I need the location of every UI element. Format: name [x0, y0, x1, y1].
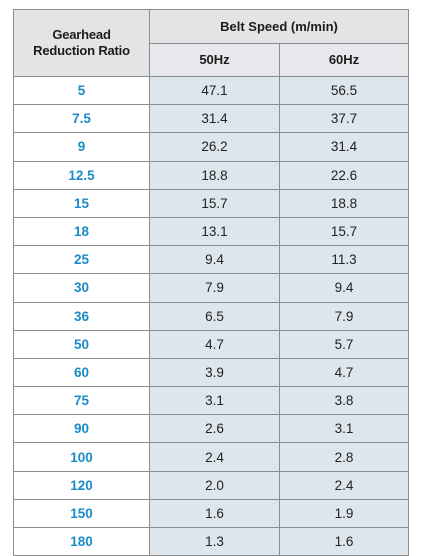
table-row: 36 6.5 7.9	[13, 301, 409, 331]
ratio-cell: 30	[13, 273, 150, 303]
ratio-cell: 50	[13, 329, 150, 359]
speed-50hz-cell: 6.5	[149, 301, 280, 331]
speed-60hz-cell: 18.8	[279, 188, 409, 218]
speed-50hz-cell: 3.1	[149, 386, 280, 416]
table-row: 15 15.7 18.8	[13, 188, 409, 218]
ratio-cell: 75	[13, 386, 150, 416]
ratio-header-line2: Reduction Ratio	[33, 43, 130, 58]
table-row: 60 3.9 4.7	[13, 357, 409, 388]
speed-60hz-cell: 37.7	[279, 104, 409, 134]
ratio-cell: 12.5	[13, 160, 150, 190]
speed-60hz-cell: 1.9	[279, 498, 409, 529]
header-50hz: 50Hz	[149, 42, 280, 77]
speed-60hz-cell: 15.7	[279, 216, 409, 247]
speed-60hz-cell: 11.3	[279, 245, 409, 275]
speed-60hz-cell: 22.6	[279, 160, 409, 190]
speed-50hz-cell: 18.8	[149, 160, 280, 190]
speed-60hz-cell: 2.4	[279, 470, 409, 500]
table-row: 180 1.3 1.6	[13, 526, 409, 556]
speed-60hz-cell: 3.8	[279, 386, 409, 416]
speed-50hz-cell: 2.0	[149, 470, 280, 500]
ratio-cell: 180	[13, 526, 150, 556]
table-row: 25 9.4 11.3	[13, 245, 409, 275]
speed-50hz-cell: 7.9	[149, 273, 280, 303]
ratio-header-line1: Gearhead	[52, 27, 111, 42]
table-row: 30 7.9 9.4	[13, 273, 409, 303]
table-row: 50 4.7 5.7	[13, 329, 409, 359]
table-row: 90 2.6 3.1	[13, 414, 409, 444]
speed-60hz-cell: 2.8	[279, 442, 409, 472]
speed-60hz-cell: 56.5	[279, 75, 409, 106]
speed-50hz-cell: 47.1	[149, 75, 280, 106]
speed-50hz-cell: 31.4	[149, 104, 280, 134]
table-header: Gearhead Reduction Ratio Belt Speed (m/m…	[13, 9, 409, 77]
speed-60hz-cell: 9.4	[279, 273, 409, 303]
table-row: 150 1.6 1.9	[13, 498, 409, 529]
ratio-cell: 7.5	[13, 104, 150, 134]
speed-60hz-cell: 5.7	[279, 329, 409, 359]
gearhead-ratio-header: Gearhead Reduction Ratio	[13, 9, 150, 77]
ratio-cell: 150	[13, 498, 150, 529]
table-row: 18 13.1 15.7	[13, 216, 409, 247]
speed-50hz-cell: 2.4	[149, 442, 280, 472]
speed-50hz-cell: 13.1	[149, 216, 280, 247]
belt-speed-table-container: Gearhead Reduction Ratio Belt Speed (m/m…	[13, 9, 409, 556]
speed-50hz-cell: 1.3	[149, 526, 280, 556]
ratio-cell: 120	[13, 470, 150, 500]
ratio-cell: 9	[13, 132, 150, 162]
ratio-cell: 25	[13, 245, 150, 275]
speed-50hz-cell: 1.6	[149, 498, 280, 529]
ratio-cell: 90	[13, 414, 150, 444]
header-60hz: 60Hz	[279, 42, 409, 77]
header-row-1: Gearhead Reduction Ratio Belt Speed (m/m…	[13, 9, 409, 77]
belt-speed-table: Gearhead Reduction Ratio Belt Speed (m/m…	[13, 9, 409, 556]
table-row: 5 47.1 56.5	[13, 75, 409, 106]
speed-50hz-cell: 4.7	[149, 329, 280, 359]
table-row: 100 2.4 2.8	[13, 442, 409, 472]
speed-60hz-cell: 3.1	[279, 414, 409, 444]
speed-50hz-cell: 2.6	[149, 414, 280, 444]
ratio-cell: 5	[13, 75, 150, 106]
speed-60hz-cell: 31.4	[279, 132, 409, 162]
ratio-cell: 100	[13, 442, 150, 472]
ratio-cell: 36	[13, 301, 150, 331]
table-row: 12.5 18.8 22.6	[13, 160, 409, 190]
speed-60hz-cell: 7.9	[279, 301, 409, 331]
header-row-2: 50Hz 60Hz	[14, 42, 409, 77]
table-row: 120 2.0 2.4	[13, 470, 409, 500]
speed-50hz-cell: 3.9	[149, 357, 280, 388]
speed-50hz-cell: 26.2	[149, 132, 280, 162]
speed-60hz-cell: 4.7	[279, 357, 409, 388]
table-row: 75 3.1 3.8	[13, 386, 409, 416]
table-body: 5 47.1 56.5 7.5 31.4 37.7 9 26.2 31.4 12.5 18.8 22.…	[13, 75, 409, 556]
ratio-cell: 15	[13, 188, 150, 218]
belt-speed-header: Belt Speed (m/min)	[149, 9, 409, 44]
ratio-cell: 60	[13, 357, 150, 388]
ratio-cell: 18	[13, 216, 150, 247]
table-row: 9 26.2 31.4	[13, 132, 409, 162]
speed-50hz-cell: 15.7	[149, 188, 280, 218]
speed-60hz-cell: 1.6	[279, 526, 409, 556]
speed-50hz-cell: 9.4	[149, 245, 280, 275]
table-row: 7.5 31.4 37.7	[13, 104, 409, 134]
